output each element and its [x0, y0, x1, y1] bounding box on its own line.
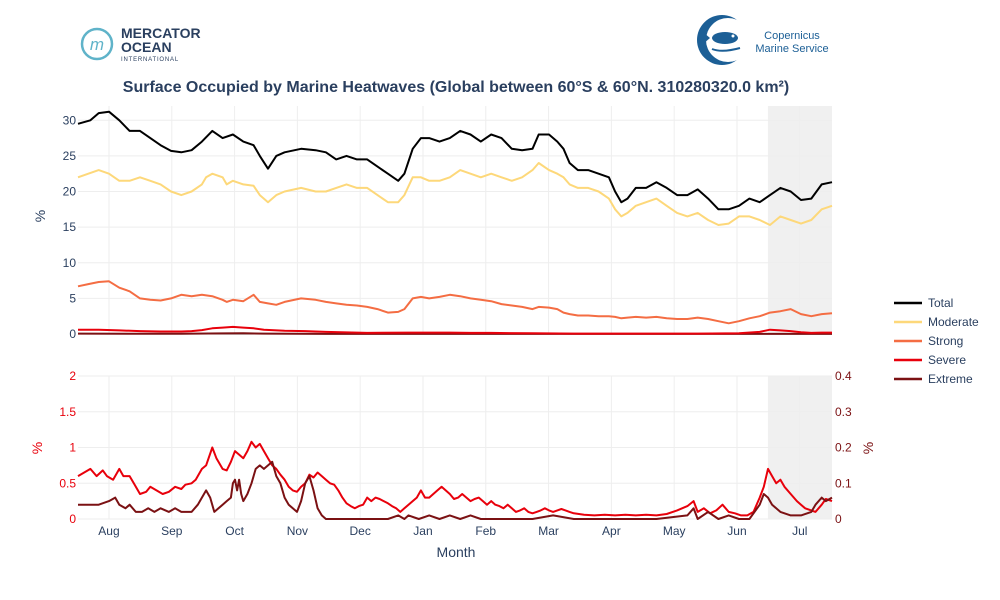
legend-item-moderate[interactable]: Moderate	[894, 315, 979, 329]
bottom-panel-grid	[78, 375, 832, 520]
x-tick-label: Jan	[413, 524, 432, 538]
top-line-moderate	[77, 162, 833, 226]
mercator-logo-circle-icon	[80, 27, 114, 61]
bottom-right-y-tick-label: 0.1	[835, 476, 852, 490]
top-line-strong	[77, 280, 833, 325]
mercator-ocean-logo[interactable]: m MERCATOR OCEAN INTERNATIONAL	[80, 25, 201, 63]
top-panel-y-axis-label: %	[32, 210, 48, 222]
bottom-right-y-tick-label: 0.3	[835, 405, 852, 419]
copernicus-logo-line2: Marine Service	[755, 43, 828, 55]
bottom-left-y-tick-label: 1	[69, 441, 76, 455]
mercator-logo-m-icon: m	[90, 35, 104, 54]
mercator-logo-line3: INTERNATIONAL	[121, 57, 179, 63]
bottom-right-y-tick-label: 0	[835, 512, 842, 526]
bottom-panel-right-y-ticks: 0 0.1 0.2 0.3 0.4	[835, 369, 852, 526]
mercator-logo-line2: OCEAN	[121, 39, 172, 55]
bottom-line-severe	[77, 440, 833, 517]
legend-label: Total	[928, 296, 953, 310]
legend-label: Severe	[928, 353, 966, 367]
x-tick-label: Aug	[98, 524, 119, 538]
legend-item-severe[interactable]: Severe	[894, 353, 966, 367]
top-panel-grid	[78, 106, 832, 335]
legend-label: Moderate	[928, 315, 979, 329]
legend-item-extreme[interactable]: Extreme	[894, 372, 973, 386]
chart-title: Surface Occupied by Marine Heatwaves (Gl…	[123, 79, 789, 96]
fish-icon	[703, 32, 741, 52]
bottom-left-y-tick-label: 2	[69, 369, 76, 383]
x-tick-label: Apr	[602, 524, 621, 538]
bottom-panel-series	[77, 440, 833, 520]
top-y-tick-label: 10	[63, 256, 77, 270]
x-axis-ticks: Aug Sep Oct Nov Dec Jan Feb Mar Apr May Jun Jul	[98, 524, 807, 538]
top-panel-y-ticks: 0 5 10 15 20 25 30	[63, 113, 77, 341]
x-tick-label: Sep	[161, 524, 183, 538]
bottom-left-y-tick-label: 1.5	[59, 405, 76, 419]
bottom-line-extreme	[78, 460, 833, 520]
top-line-extreme	[77, 332, 832, 335]
legend-label: Extreme	[928, 372, 973, 386]
bottom-right-y-tick-label: 0.4	[835, 369, 852, 383]
bottom-panel-left-y-axis-label: %	[29, 442, 45, 454]
legend-item-strong[interactable]: Strong	[894, 334, 963, 348]
legend-item-total[interactable]: Total	[894, 296, 953, 310]
top-y-tick-label: 20	[63, 185, 77, 199]
bottom-left-y-tick-label: 0.5	[59, 476, 76, 490]
x-tick-label: Mar	[538, 524, 559, 538]
legend[interactable]: Total Moderate Strong Severe Extreme	[894, 296, 979, 386]
top-y-tick-label: 15	[63, 220, 77, 234]
bottom-panel-right-y-axis-label: %	[860, 442, 876, 454]
bottom-left-y-tick-label: 0	[69, 512, 76, 526]
mercator-logo-line1: MERCATOR	[121, 25, 201, 41]
copernicus-logo-line1: Copernicus	[764, 30, 820, 42]
bottom-right-y-tick-label: 0.2	[835, 441, 852, 455]
x-tick-label: Jul	[792, 524, 807, 538]
top-line-severe	[78, 325, 832, 335]
x-tick-label: May	[663, 524, 686, 538]
x-tick-label: Jun	[727, 524, 746, 538]
top-line-total	[77, 110, 833, 211]
x-tick-label: Oct	[225, 524, 244, 538]
top-y-tick-label: 30	[63, 113, 77, 127]
x-tick-label: Feb	[475, 524, 496, 538]
top-y-tick-label: 25	[63, 149, 77, 163]
copernicus-marine-logo[interactable]: Copernicus Marine Service	[697, 15, 829, 65]
x-tick-label: Dec	[350, 524, 371, 538]
top-panel-series	[77, 110, 833, 335]
top-y-tick-label: 0	[69, 327, 76, 341]
legend-label: Strong	[928, 334, 963, 348]
bottom-panel-left-y-ticks: 0 0.5 1 1.5 2	[59, 369, 76, 526]
x-axis-label: Month	[437, 544, 476, 560]
x-tick-label: Nov	[287, 524, 308, 538]
top-y-tick-label: 5	[69, 291, 76, 305]
